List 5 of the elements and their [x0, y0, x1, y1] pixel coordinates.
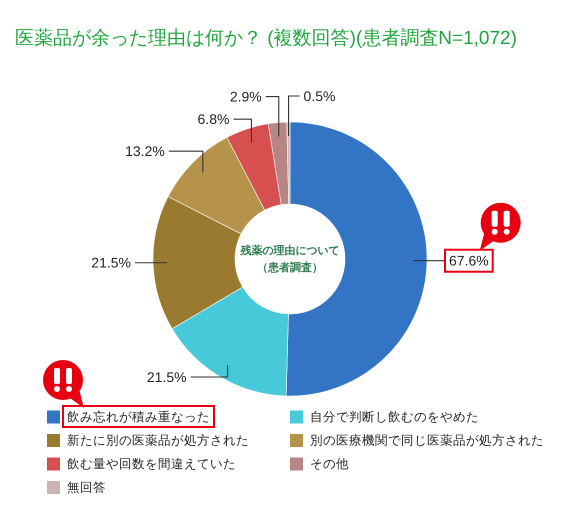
annotation: 残薬の理由について	[240, 245, 340, 257]
annotation: （患者調査）	[257, 262, 323, 274]
title: 医薬品が余った理由は何か？ (複数回答)(患者調査N=1,072)	[15, 28, 517, 49]
legend-label: 飲み忘れが積み重なった	[67, 409, 210, 424]
data-label: 67.6%	[449, 252, 489, 269]
